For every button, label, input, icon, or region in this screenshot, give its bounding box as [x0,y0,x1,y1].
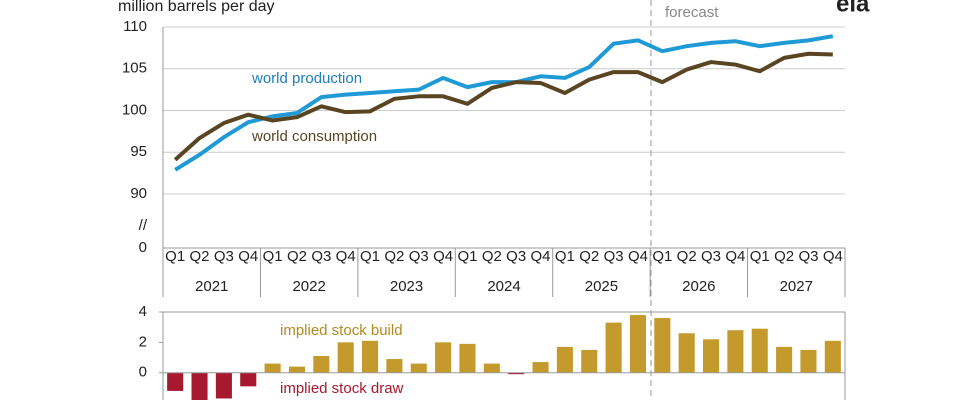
x-tick-label: Q3 [311,248,331,265]
y-tick-label: 95 [130,143,147,160]
bar [288,366,306,373]
x-tick-label: Q4 [336,248,356,265]
x-tick-label: Q2 [384,248,404,265]
x-tick-label: Q2 [482,248,502,265]
x-tick-label: Q3 [409,248,429,265]
year-label: 2021 [195,278,228,295]
series-label: world consumption [251,128,377,145]
x-tick-label: Q4 [531,248,551,265]
y-tick-label: 0 [139,364,147,381]
x-tick-label: Q3 [506,248,526,265]
bar [483,363,500,373]
x-tick-label: Q3 [604,248,624,265]
bar [215,372,232,399]
bar [435,342,452,373]
x-tick-label: Q2 [774,248,794,265]
bar [313,356,330,373]
x-tick-label: Q1 [555,248,575,265]
bar [702,339,720,373]
x-tick-label: Q1 [360,248,380,265]
series-line [173,51,833,162]
year-label: 2025 [585,278,618,295]
x-tick-label: Q1 [457,248,477,265]
bar [654,318,671,373]
bar [410,363,427,373]
bar [264,363,281,373]
build-label: implied stock build [280,322,403,339]
bar [167,372,184,391]
x-tick-label: Q2 [677,248,697,265]
year-label: 2023 [390,278,423,295]
bar [824,340,841,373]
bar [337,342,354,373]
x-tick-label: Q1 [652,248,672,265]
x-tick-label: Q4 [433,248,453,265]
bar [532,362,549,373]
x-tick-label: Q4 [628,248,648,265]
forecast-label: forecast [665,4,719,21]
y-tick-label: 4 [139,303,147,320]
bar [556,346,573,373]
x-tick-label: Q1 [263,248,283,265]
x-tick-label: Q3 [798,248,818,265]
year-label: 2024 [487,278,520,295]
bar [191,372,208,400]
x-tick-label: Q4 [238,248,258,265]
x-tick-label: Q2 [287,248,307,265]
bar [751,328,768,373]
axis-break: // [139,217,148,234]
logo: eia [836,0,870,17]
x-tick-label: Q1 [750,248,770,265]
unit-label: million barrels per day [118,0,275,15]
bar [361,340,379,373]
bar [240,372,257,387]
x-tick-label: Q3 [701,248,721,265]
y-tick-label: 105 [122,60,147,77]
year-label: 2027 [780,278,813,295]
x-tick-label: Q1 [165,248,185,265]
y-tick-label: 100 [122,101,147,118]
year-label: 2022 [292,278,325,295]
y-tick-label: 90 [130,185,147,202]
bar [508,372,525,375]
draw-label: implied stock draw [280,380,404,397]
bar [581,349,598,373]
series-line [174,34,834,172]
x-tick-label: Q2 [579,248,599,265]
bar [727,330,744,373]
bar [629,315,647,373]
x-tick-label: Q3 [214,248,234,265]
y-tick-label: 0 [139,239,147,256]
y-tick-label: 110 [123,18,147,35]
bar [678,333,695,373]
x-tick-label: Q2 [190,248,210,265]
bar [800,349,817,373]
year-label: 2026 [682,278,715,295]
x-tick-label: Q4 [823,248,843,265]
bar [776,346,793,373]
series-label: world production [251,70,362,87]
x-tick-label: Q4 [725,248,745,265]
bar [605,322,622,373]
y-tick-label: 2 [139,333,147,350]
bar [386,359,403,373]
bar [459,343,476,373]
